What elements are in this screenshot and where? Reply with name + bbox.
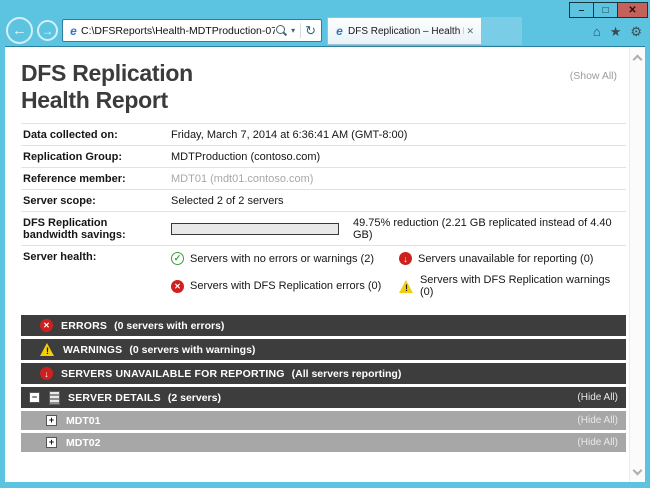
field-label: Replication Group: [23,151,122,163]
health-text: Servers unavailable for reporting (0) [418,252,594,265]
tab-dfs-health-report[interactable]: e DFS Replication – Health Re... ✕ [327,17,482,45]
section-title: SERVERS UNAVAILABLE FOR REPORTING [61,367,285,380]
page-content: DFS Replication Health Report (Show All)… [5,46,645,482]
section-errors[interactable]: ✕ ERRORS (0 servers with errors) [21,315,626,336]
field-label: DFS Replication bandwidth savings: [23,217,126,241]
server-name: MDT01 [66,414,101,427]
forward-arrow-icon: → [41,23,54,38]
new-tab-button[interactable] [482,17,522,45]
error-icon: ✕ [40,319,53,332]
maximize-button[interactable]: □ [593,2,618,18]
favorites-star-icon[interactable]: ★ [609,24,622,39]
section-title: WARNINGS [63,343,123,356]
row-replication-group: Replication Group: MDTProduction (contos… [21,145,626,167]
refresh-icon[interactable]: ↻ [305,22,316,38]
vertical-scrollbar[interactable] [629,48,645,482]
field-label: Server scope: [23,195,96,207]
tab-close-icon[interactable]: ✕ [466,25,474,36]
back-arrow-icon: ← [12,22,27,39]
browser-toolbar-icons: ⌂ ★ ⚙ [593,24,642,40]
row-reference-member: Reference member: MDT01 (mdt01.contoso.c… [21,167,626,189]
server-row-mdt01[interactable]: + MDT01 (Hide All) [21,411,626,430]
ie-favicon: e [70,23,77,38]
gear-icon[interactable]: ⚙ [630,24,642,39]
title-line-2: Health Report [21,87,168,113]
search-icon[interactable] [275,24,288,37]
section-title: ERRORS [61,319,108,332]
window-controls: – □ ✕ [569,2,648,18]
field-value: MDTProduction (contoso.com) [171,151,321,163]
health-text: Servers with no errors or warnings (2) [190,252,375,265]
server-icon [49,390,60,405]
home-icon[interactable]: ⌂ [592,24,601,39]
section-warnings[interactable]: ! WARNINGS (0 servers with warnings) [21,339,626,360]
tab-ie-favicon: e [336,24,343,38]
section-detail: (0 servers with warnings) [129,343,256,356]
row-server-scope: Server scope: Selected 2 of 2 servers [21,189,626,211]
row-bandwidth-savings: DFS Replication bandwidth savings: 49.75… [21,211,626,245]
hide-all-link[interactable]: (Hide All) [577,415,618,426]
error-icon: ✕ [171,279,184,293]
unavailable-icon: ↓ [399,252,412,265]
server-row-mdt02[interactable]: + MDT02 (Hide All) [21,433,626,452]
page-title: DFS Replication Health Report [21,60,626,114]
address-text[interactable]: C:\DFSReports\Health-MDTProduction-07Mar [81,24,276,37]
field-label: Server health: [23,251,97,263]
collapse-minus-icon[interactable]: − [29,392,40,403]
back-button[interactable]: ← [6,17,33,44]
section-server-details[interactable]: − SERVER DETAILS (2 servers) (Hide All) [21,387,626,408]
tab-title: DFS Replication – Health Re... [348,25,464,37]
row-data-collected: Data collected on: Friday, March 7, 2014… [21,123,626,145]
section-detail: (0 servers with errors) [114,319,225,332]
address-separator [300,23,302,38]
section-title: SERVER DETAILS [68,391,161,404]
health-item-ok: ✓ Servers with no errors or warnings (2) [171,252,399,265]
close-button[interactable]: ✕ [617,2,648,18]
field-value: Friday, March 7, 2014 at 6:36:41 AM (GMT… [171,129,408,141]
field-value: MDT01 (mdt01.contoso.com) [171,173,314,185]
section-detail: (All servers reporting) [291,367,402,380]
bandwidth-progress-bar [171,223,339,235]
health-item-errors: ✕ Servers with DFS Replication errors (0… [171,274,399,298]
show-all-link[interactable]: (Show All) [569,70,617,82]
health-report: DFS Replication Health Report (Show All)… [5,48,629,482]
row-server-health: Server health: ✓ Servers with no errors … [21,245,626,302]
field-label: Reference member: [23,173,126,185]
field-label: Data collected on: [23,129,118,141]
field-value: Selected 2 of 2 servers [171,195,284,207]
server-name: MDT02 [66,436,101,449]
hide-all-link[interactable]: (Hide All) [577,392,618,403]
scroll-down-icon[interactable] [632,465,643,476]
title-line-1: DFS Replication [21,60,193,86]
health-item-warnings: ! Servers with DFS Replication warnings … [399,274,626,298]
report-sections: ✕ ERRORS (0 servers with errors) ! WARNI… [21,315,626,452]
unavailable-icon: ↓ [40,367,53,380]
bandwidth-text: 49.75% reduction (2.21 GB replicated ins… [353,217,612,241]
section-detail: (2 servers) [167,391,221,404]
report-summary: Data collected on: Friday, March 7, 2014… [21,123,626,302]
health-text: Servers with DFS Replication errors (0) [190,280,382,292]
warning-icon: ! [40,343,55,356]
hide-all-link[interactable]: (Hide All) [577,437,618,448]
warning-icon: ! [399,279,414,293]
section-servers-unavailable[interactable]: ↓ SERVERS UNAVAILABLE FOR REPORTING (All… [21,363,626,384]
scroll-up-icon[interactable] [632,54,643,65]
ok-icon: ✓ [171,252,184,265]
expand-plus-icon[interactable]: + [46,415,57,426]
expand-plus-icon[interactable]: + [46,437,57,448]
health-text: Servers with DFS Replication warnings (0… [419,274,611,298]
forward-button[interactable]: → [37,20,58,41]
address-bar[interactable]: e C:\DFSReports\Health-MDTProduction-07M… [62,19,322,42]
chevron-down-icon[interactable]: ▾ [291,26,296,35]
minimize-button[interactable]: – [569,2,594,18]
health-item-unavailable: ↓ Servers unavailable for reporting (0) [399,252,626,265]
